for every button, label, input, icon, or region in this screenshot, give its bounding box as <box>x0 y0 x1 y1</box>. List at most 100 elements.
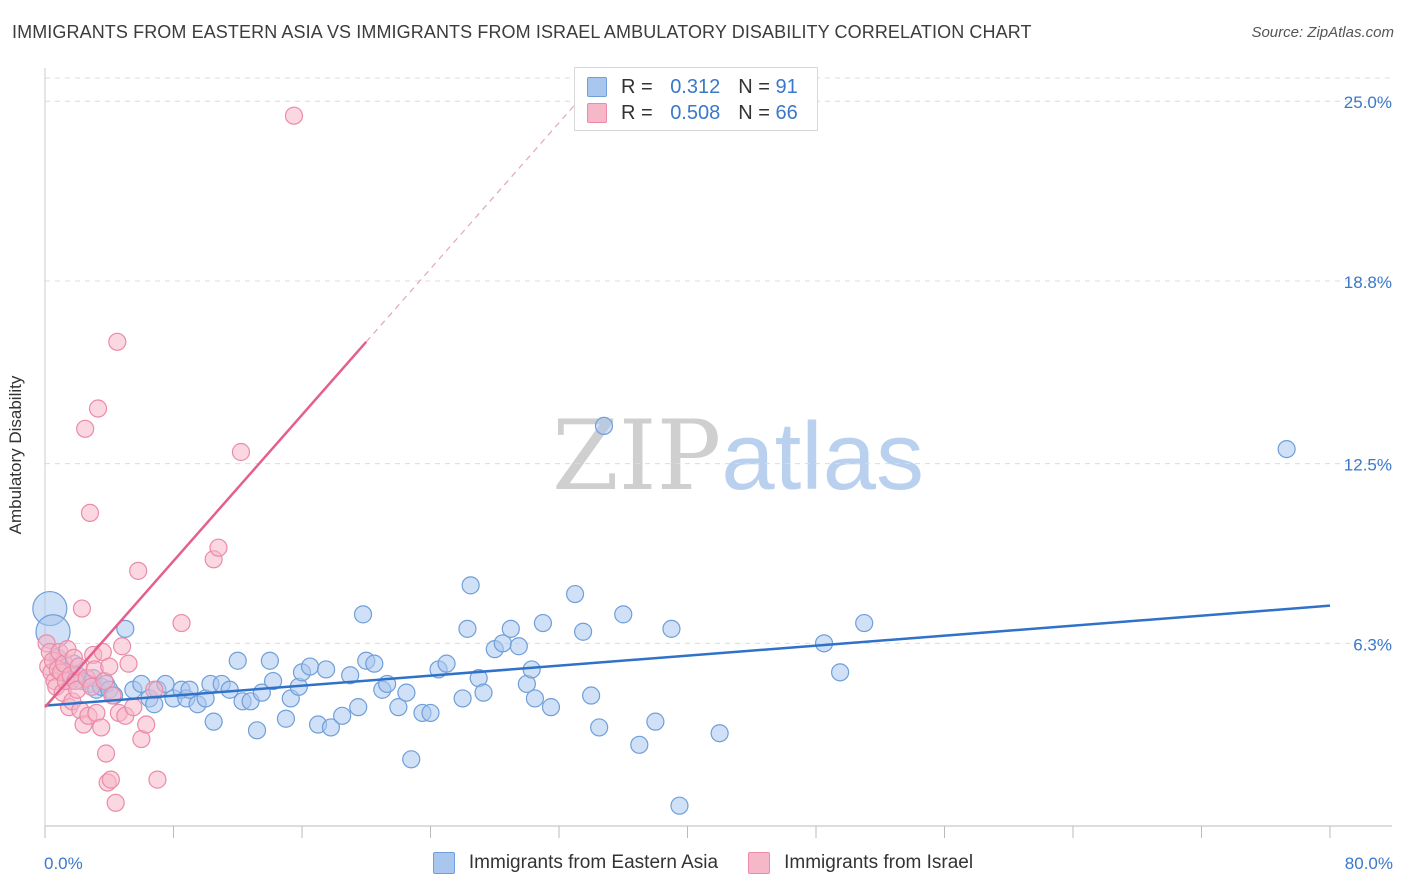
data-point <box>263 671 283 691</box>
data-point <box>437 654 456 673</box>
data-point <box>228 651 247 670</box>
data-point <box>594 416 614 436</box>
data-point <box>614 605 633 624</box>
legend-item-eastern-asia: Immigrants from Eastern Asia <box>432 852 719 874</box>
chart-title: IMMIGRANTS FROM EASTERN ASIA VS IMMIGRAN… <box>12 22 1032 42</box>
legend-swatch-blue <box>587 77 607 97</box>
data-point <box>276 709 296 728</box>
data-point <box>316 660 336 679</box>
data-point <box>209 538 228 557</box>
data-point <box>855 613 874 633</box>
legend-label: Immigrants from Eastern Asia <box>468 852 719 873</box>
data-point <box>565 584 585 604</box>
data-point <box>92 718 111 737</box>
data-point <box>112 637 132 656</box>
data-point <box>830 663 850 682</box>
data-point <box>333 706 352 725</box>
legend-n-value: 91 <box>775 75 798 98</box>
data-point <box>1277 440 1296 459</box>
legend-n-value: 66 <box>775 101 798 124</box>
data-point <box>453 689 472 708</box>
y-tick-label: 18.8% <box>1344 273 1392 292</box>
source-credit: Source: ZipAtlas.com <box>1251 24 1394 41</box>
data-point <box>365 654 384 673</box>
data-point <box>148 770 167 789</box>
data-point <box>573 622 593 641</box>
tick-labels: 6.3% 12.5% 18.8% 25.0% 0.0% 80.0% <box>44 93 1393 873</box>
data-point <box>116 619 135 638</box>
data-point <box>389 698 408 717</box>
axes <box>44 68 1392 838</box>
legend-row-eastern-asia: R = 0.312 N = 91 <box>587 74 798 100</box>
trend-line-eastern-asia <box>44 604 1331 707</box>
data-point <box>582 686 601 705</box>
legend-item-israel: Immigrants from Israel <box>748 852 973 874</box>
data-point <box>397 683 416 702</box>
data-point <box>106 793 125 812</box>
correlation-legend: R = 0.312 N = 91 R = 0.508 N = 66 <box>574 67 818 131</box>
y-tick-label: 25.0% <box>1344 93 1392 112</box>
x-tick-label: 80.0% <box>1345 854 1393 873</box>
data-point <box>474 683 493 702</box>
data-point <box>630 735 649 754</box>
data-point <box>284 106 304 125</box>
data-point <box>260 651 279 670</box>
data-point <box>172 613 191 633</box>
data-point <box>129 561 148 580</box>
legend-r-value: 0.312 <box>670 75 721 98</box>
data-point <box>80 503 100 522</box>
data-point <box>402 750 421 769</box>
data-point <box>300 657 320 676</box>
data-point <box>349 698 368 717</box>
data-point <box>541 698 561 717</box>
data-point <box>670 796 689 815</box>
trend-extension-israel <box>365 94 584 343</box>
legend-label: Immigrants from Israel <box>784 852 974 873</box>
y-tick-label: 6.3% <box>1353 635 1392 654</box>
watermark: ZIPatlas <box>552 400 924 512</box>
data-point <box>231 442 251 462</box>
data-point <box>461 576 480 595</box>
trend-lines <box>44 94 1331 708</box>
legend-r-value: 0.508 <box>670 101 721 124</box>
data-point <box>72 599 92 618</box>
data-point <box>509 637 528 656</box>
data-point <box>321 718 341 737</box>
legend-swatch-blue <box>432 852 455 874</box>
watermark-atlas: atlas <box>721 403 924 510</box>
data-point <box>247 721 267 740</box>
data-point <box>525 689 545 708</box>
data-point <box>710 724 729 743</box>
legend-swatch-pink <box>587 103 607 123</box>
legend-n-label: N = <box>738 75 770 98</box>
legend-n-label: N = <box>738 101 770 124</box>
data-point <box>421 703 440 723</box>
data-point <box>76 419 95 438</box>
x-tick-label: 0.0% <box>44 854 83 873</box>
data-point <box>341 666 360 685</box>
data-point <box>124 698 143 717</box>
data-point <box>204 712 223 731</box>
data-point <box>458 619 477 638</box>
legend-r-label: R = <box>621 101 653 124</box>
data-point <box>88 399 108 418</box>
data-point <box>101 770 120 789</box>
data-point <box>137 715 156 734</box>
data-point <box>501 619 520 638</box>
legend-r-label: R = <box>621 75 653 98</box>
watermark-zip: ZIP <box>552 400 722 512</box>
y-tick-label: 12.5% <box>1344 456 1392 475</box>
data-point <box>662 619 681 638</box>
data-point <box>96 744 116 763</box>
data-point <box>646 712 665 731</box>
data-point <box>119 654 138 673</box>
series-eastern-asia <box>32 416 1296 815</box>
data-point <box>590 718 609 737</box>
data-point <box>353 605 373 624</box>
data-point <box>100 657 119 676</box>
legend-swatch-pink <box>748 852 771 874</box>
series-legend: Immigrants from Eastern Asia Immigrants … <box>0 852 1406 874</box>
data-point <box>533 613 553 633</box>
grid-lines <box>45 77 1392 644</box>
